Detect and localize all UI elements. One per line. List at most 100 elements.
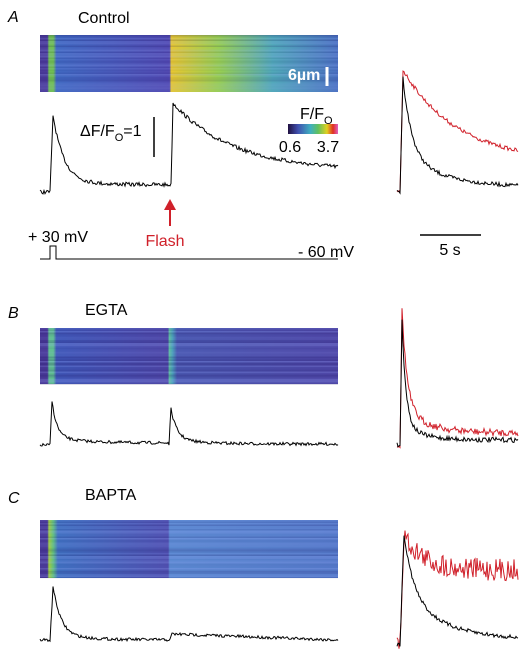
scan-noise	[40, 356, 338, 358]
scan-noise	[40, 364, 338, 366]
scan-noise	[40, 362, 338, 364]
scan-noise	[40, 577, 338, 579]
amp-sub: O	[115, 132, 124, 144]
panel-title: Control	[78, 10, 130, 27]
scan-noise	[40, 80, 338, 82]
scan-noise	[40, 329, 338, 331]
scan-noise	[40, 565, 338, 567]
flash-label: Flash	[145, 233, 184, 250]
scan-noise	[40, 72, 338, 74]
scan-noise	[40, 365, 338, 367]
scan-noise	[40, 523, 338, 525]
scan-noise	[40, 520, 338, 522]
scan-noise	[40, 568, 338, 570]
scan-noise	[40, 524, 338, 526]
trace	[39, 401, 339, 447]
panel-label: B	[8, 305, 19, 322]
flash-arrowhead	[164, 199, 176, 210]
scan-noise	[40, 556, 338, 558]
colorbar-max: 3.7	[317, 139, 339, 156]
scan-noise	[40, 69, 338, 71]
trace	[396, 319, 519, 448]
scan-noise	[40, 53, 338, 55]
scan-noise	[40, 84, 338, 86]
amp-suffix: =1	[123, 123, 141, 140]
scan-noise	[40, 332, 338, 334]
trace	[396, 76, 519, 195]
scan-noise	[40, 368, 338, 370]
scan-noise	[40, 350, 338, 352]
scan-noise	[40, 78, 338, 80]
scan-noise	[40, 371, 338, 373]
scan-noise	[40, 521, 338, 523]
scan-noise	[40, 45, 338, 47]
scan-noise	[40, 553, 338, 555]
scan-noise	[40, 560, 338, 562]
scan-noise	[40, 358, 338, 360]
scan-noise	[40, 527, 338, 529]
scan-noise	[40, 355, 338, 357]
scan-noise	[40, 54, 338, 56]
scan-noise	[40, 341, 338, 343]
scan-noise	[40, 334, 338, 336]
scan-noise	[40, 50, 338, 52]
scan-noise	[40, 548, 338, 550]
scan-noise	[40, 571, 338, 573]
scan-noise	[40, 536, 338, 538]
scan-noise	[40, 59, 338, 61]
trace	[396, 530, 519, 649]
line-scan-image	[40, 520, 338, 578]
scan-noise	[40, 374, 338, 376]
trace	[396, 535, 519, 647]
scan-noise	[40, 42, 338, 44]
scan-noise	[40, 542, 338, 544]
scan-noise	[40, 544, 338, 546]
scan-noise	[40, 352, 338, 354]
scan-noise	[40, 328, 338, 330]
scan-noise	[40, 376, 338, 378]
scan-noise	[40, 361, 338, 363]
line-scan-image	[40, 328, 338, 384]
scan-noise	[40, 535, 338, 537]
scan-noise	[40, 559, 338, 561]
scan-noise	[40, 526, 338, 528]
scan-noise	[40, 87, 338, 89]
scan-noise	[40, 529, 338, 531]
scan-noise	[40, 370, 338, 372]
scan-noise	[40, 68, 338, 70]
scan-noise	[40, 347, 338, 349]
colorbar-min: 0.6	[279, 139, 301, 156]
scan-noise	[40, 550, 338, 552]
trace	[39, 102, 339, 195]
scan-noise	[40, 90, 338, 92]
scan-noise	[40, 51, 338, 53]
scan-noise	[40, 74, 338, 76]
scan-noise	[40, 39, 338, 41]
scan-noise	[40, 75, 338, 77]
colorbar-title: F/FO	[300, 106, 333, 127]
time-scale-label: 5 s	[439, 242, 460, 259]
scan-noise	[40, 562, 338, 564]
spatial-scale-label: 6µm	[288, 67, 320, 84]
scan-noise	[40, 353, 338, 355]
scan-noise	[40, 62, 338, 64]
scan-noise	[40, 382, 338, 384]
scan-noise	[40, 554, 338, 556]
colorbar	[288, 124, 338, 134]
panel-title: BAPTA	[85, 487, 137, 504]
trace	[396, 70, 519, 195]
scan-noise	[40, 532, 338, 534]
scan-noise	[40, 551, 338, 553]
scan-noise	[40, 83, 338, 85]
trace	[396, 308, 519, 449]
scan-noise	[40, 564, 338, 566]
scan-noise	[40, 373, 338, 375]
scan-noise	[40, 359, 338, 361]
scan-noise	[40, 545, 338, 547]
scan-noise	[40, 379, 338, 381]
scan-noise	[40, 574, 338, 576]
scan-noise	[40, 533, 338, 535]
voltage-protocol	[40, 245, 338, 260]
amp-text: ΔF/F	[80, 123, 115, 140]
